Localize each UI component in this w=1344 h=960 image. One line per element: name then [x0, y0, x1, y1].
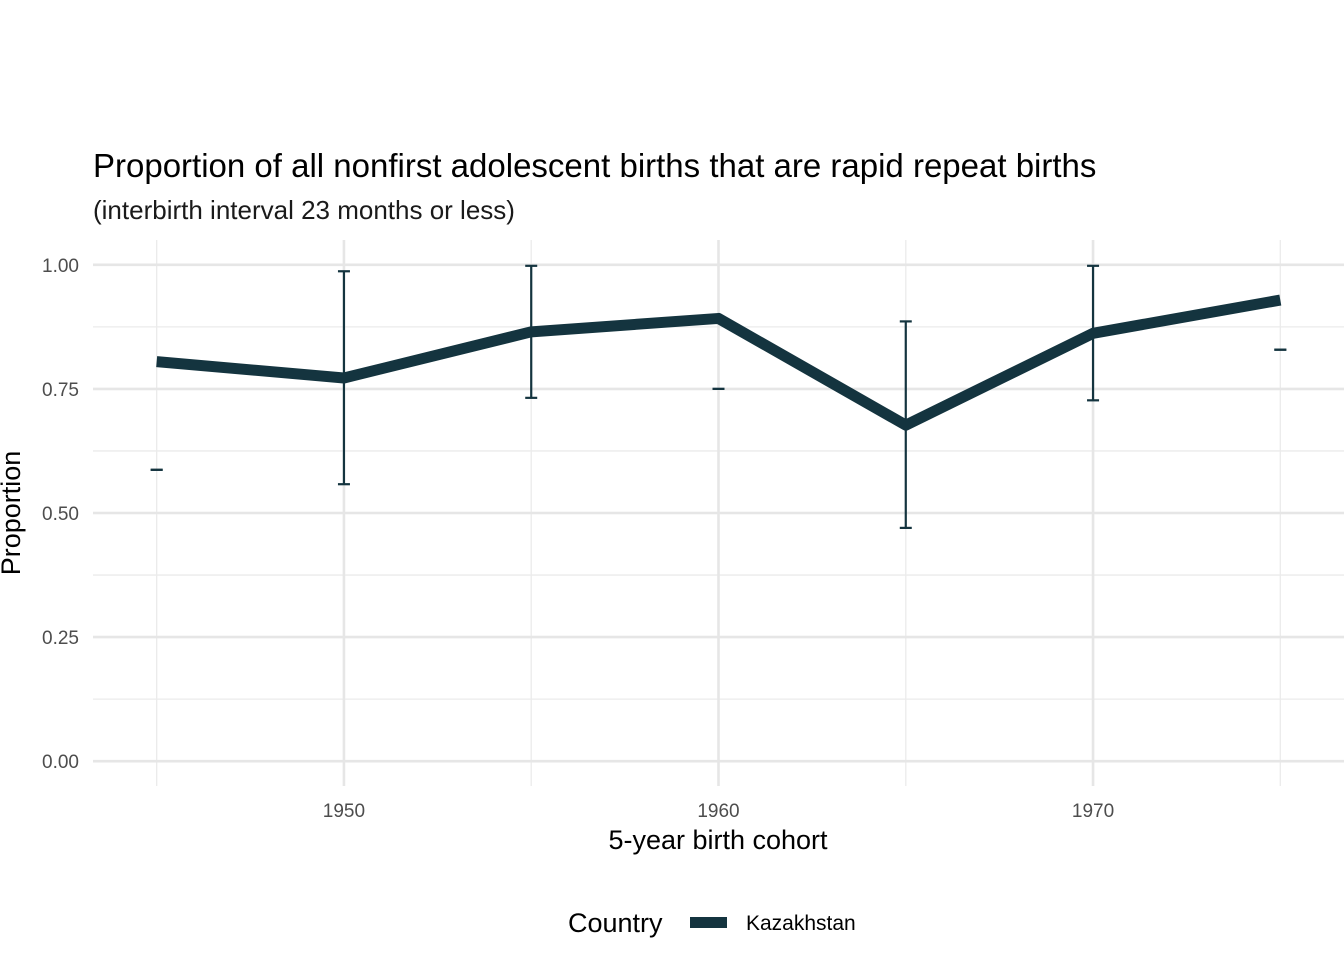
major-gridlines: [93, 240, 1344, 786]
legend-key-kazakhstan: [690, 917, 727, 928]
y-tick-label: 0.50: [42, 504, 79, 525]
y-tick-label: 1.00: [42, 256, 79, 277]
legend-title: Country: [568, 908, 663, 938]
x-axis-tick-labels: 1950 1960 1970: [323, 801, 1114, 822]
chart-subtitle: (interbirth interval 23 months or less): [93, 195, 515, 225]
y-tick-label: 0.25: [42, 628, 79, 649]
legend-label-kazakhstan: Kazakhstan: [746, 912, 856, 935]
x-tick-label: 1970: [1072, 801, 1114, 822]
legend: Country Kazakhstan: [568, 908, 856, 938]
x-axis-title: 5-year birth cohort: [608, 825, 828, 855]
x-tick-label: 1950: [323, 801, 365, 822]
series-line-kazakhstan: [156, 294, 1282, 431]
x-tick-label: 1960: [697, 801, 739, 822]
chart-title: Proportion of all nonfirst adolescent bi…: [93, 147, 1096, 184]
y-tick-label: 0.00: [42, 752, 79, 773]
y-axis-title: Proportion: [0, 451, 26, 576]
y-axis-tick-labels: 0.00 0.25 0.50 0.75 1.00: [42, 256, 79, 773]
y-tick-label: 0.75: [42, 380, 79, 401]
series-lines: [156, 294, 1282, 431]
